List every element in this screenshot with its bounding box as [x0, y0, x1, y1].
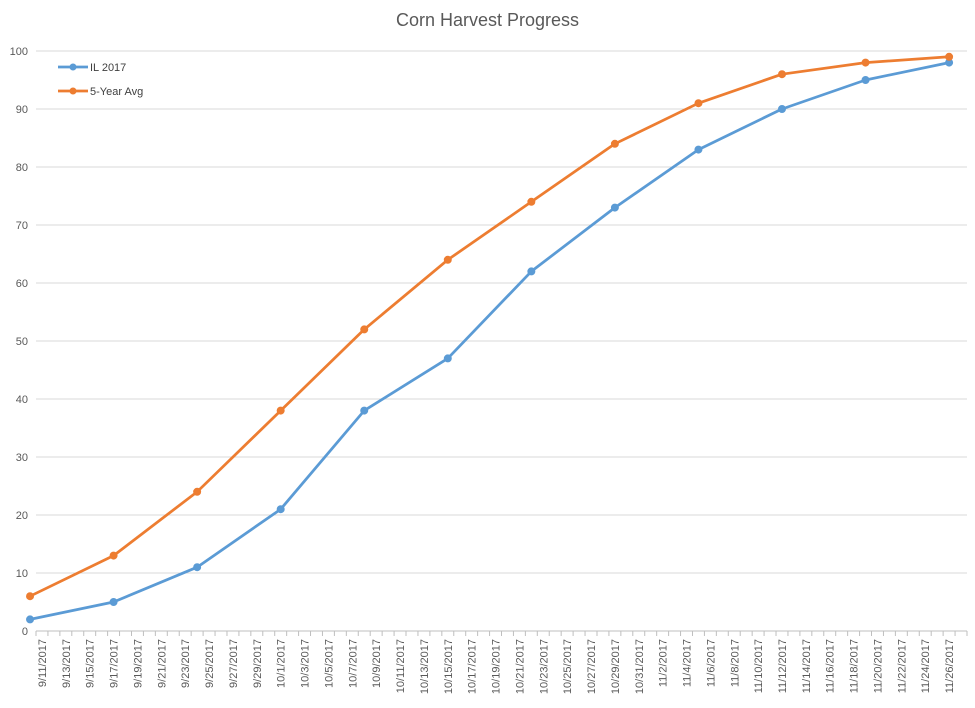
x-tick-label: 11/6/2017 [705, 639, 717, 687]
data-point [26, 592, 35, 601]
data-point [694, 145, 703, 154]
y-tick-label: 100 [10, 46, 28, 58]
x-tick-label: 9/13/2017 [61, 639, 73, 688]
y-tick-label: 60 [16, 278, 28, 290]
x-tick-label: 10/1/2017 [276, 639, 288, 688]
x-axis: 9/11/2017 9/13/2017 9/15/2017 9/17/2017 9/19… [35, 631, 968, 694]
data-point [109, 598, 118, 606]
data-point [26, 615, 35, 624]
x-tick-label: 11/14/2017 [801, 639, 813, 693]
y-tick-label: 50 [16, 336, 28, 348]
x-tick-label: 9/27/2017 [228, 639, 240, 688]
gridlines [36, 50, 967, 632]
x-tick-label: 10/9/2017 [371, 639, 383, 688]
x-tick-label: 9/19/2017 [132, 639, 144, 688]
x-tick-label: 11/26/2017 [944, 639, 956, 693]
data-point [777, 70, 786, 79]
y-tick-label: 10 [16, 568, 28, 580]
x-tick-label: 11/24/2017 [920, 639, 932, 693]
x-tick-label: 11/12/2017 [777, 639, 789, 693]
x-tick-label: 9/21/2017 [156, 639, 168, 688]
x-tick-label: 9/17/2017 [109, 639, 121, 688]
x-tick-label: 11/10/2017 [753, 639, 765, 693]
data-point [527, 267, 536, 276]
x-tick-label: 10/23/2017 [538, 639, 550, 694]
x-tick-label: 11/8/2017 [729, 639, 741, 687]
legend-entry-label: 5-Year Avg [90, 86, 143, 98]
data-point [109, 551, 118, 560]
y-tick-label: 30 [16, 452, 28, 464]
x-tick-label: 11/20/2017 [872, 639, 884, 693]
data-point [610, 203, 619, 212]
x-tick-label: 11/16/2017 [825, 639, 837, 693]
data-point [945, 52, 954, 61]
x-tick-label: 11/18/2017 [849, 639, 861, 693]
data-point [527, 197, 536, 206]
x-tick-label: 9/29/2017 [252, 639, 264, 688]
x-tick-label: 10/29/2017 [610, 639, 622, 694]
chart-title: Corn Harvest Progress [395, 10, 580, 30]
data-point [193, 563, 202, 572]
x-tick-label: 11/22/2017 [896, 639, 908, 693]
data-point [443, 255, 452, 264]
x-tick-label: 10/17/2017 [467, 639, 479, 694]
legend-entry-label: IL 2017 [90, 62, 126, 74]
y-tick-label: 20 [16, 510, 28, 522]
x-tick-label: 10/19/2017 [491, 639, 503, 694]
x-tick-label: 9/23/2017 [180, 639, 192, 688]
data-point [360, 325, 369, 334]
y-tick-label: 40 [16, 394, 28, 406]
data-point [360, 406, 369, 415]
x-tick-label: 10/5/2017 [323, 639, 335, 688]
data-point [443, 354, 452, 363]
legend-marker [69, 63, 77, 71]
x-tick-label: 10/31/2017 [634, 639, 646, 694]
x-tick-label: 10/15/2017 [443, 639, 455, 694]
x-tick-label: 10/7/2017 [347, 639, 359, 688]
x-tick-label: 10/25/2017 [562, 639, 574, 694]
y-tick-label: 70 [16, 220, 28, 232]
series-line-0 [28, 61, 951, 621]
series-lines [26, 52, 954, 624]
series-line-1 [28, 55, 951, 598]
data-point [694, 99, 703, 108]
data-point [861, 58, 870, 67]
data-point [276, 505, 285, 514]
data-point [861, 76, 870, 84]
y-tick-label: 0 [22, 626, 28, 638]
y-tick-label: 80 [16, 162, 28, 174]
data-point [610, 139, 619, 148]
x-tick-label: 10/21/2017 [514, 639, 526, 694]
x-tick-label: 9/25/2017 [204, 639, 216, 688]
x-tick-label: 10/13/2017 [419, 639, 431, 694]
data-point [193, 487, 202, 496]
legend: IL 2017 5-Year Avg [58, 62, 143, 98]
x-tick-label: 11/2/2017 [658, 639, 670, 687]
data-point [276, 406, 285, 415]
y-tick-label: 90 [16, 104, 28, 116]
x-tick-label: 10/27/2017 [586, 639, 598, 694]
x-tick-label: 9/11/2017 [37, 639, 49, 687]
y-axis: 0 10 20 30 40 50 60 70 80 90 100 [10, 46, 28, 638]
data-point [777, 105, 786, 113]
x-tick-label: 9/15/2017 [85, 639, 97, 688]
legend-marker [69, 87, 77, 95]
x-tick-label: 10/11/2017 [395, 639, 407, 693]
x-tick-label: 11/4/2017 [682, 639, 694, 687]
x-tick-label: 10/3/2017 [300, 639, 312, 688]
